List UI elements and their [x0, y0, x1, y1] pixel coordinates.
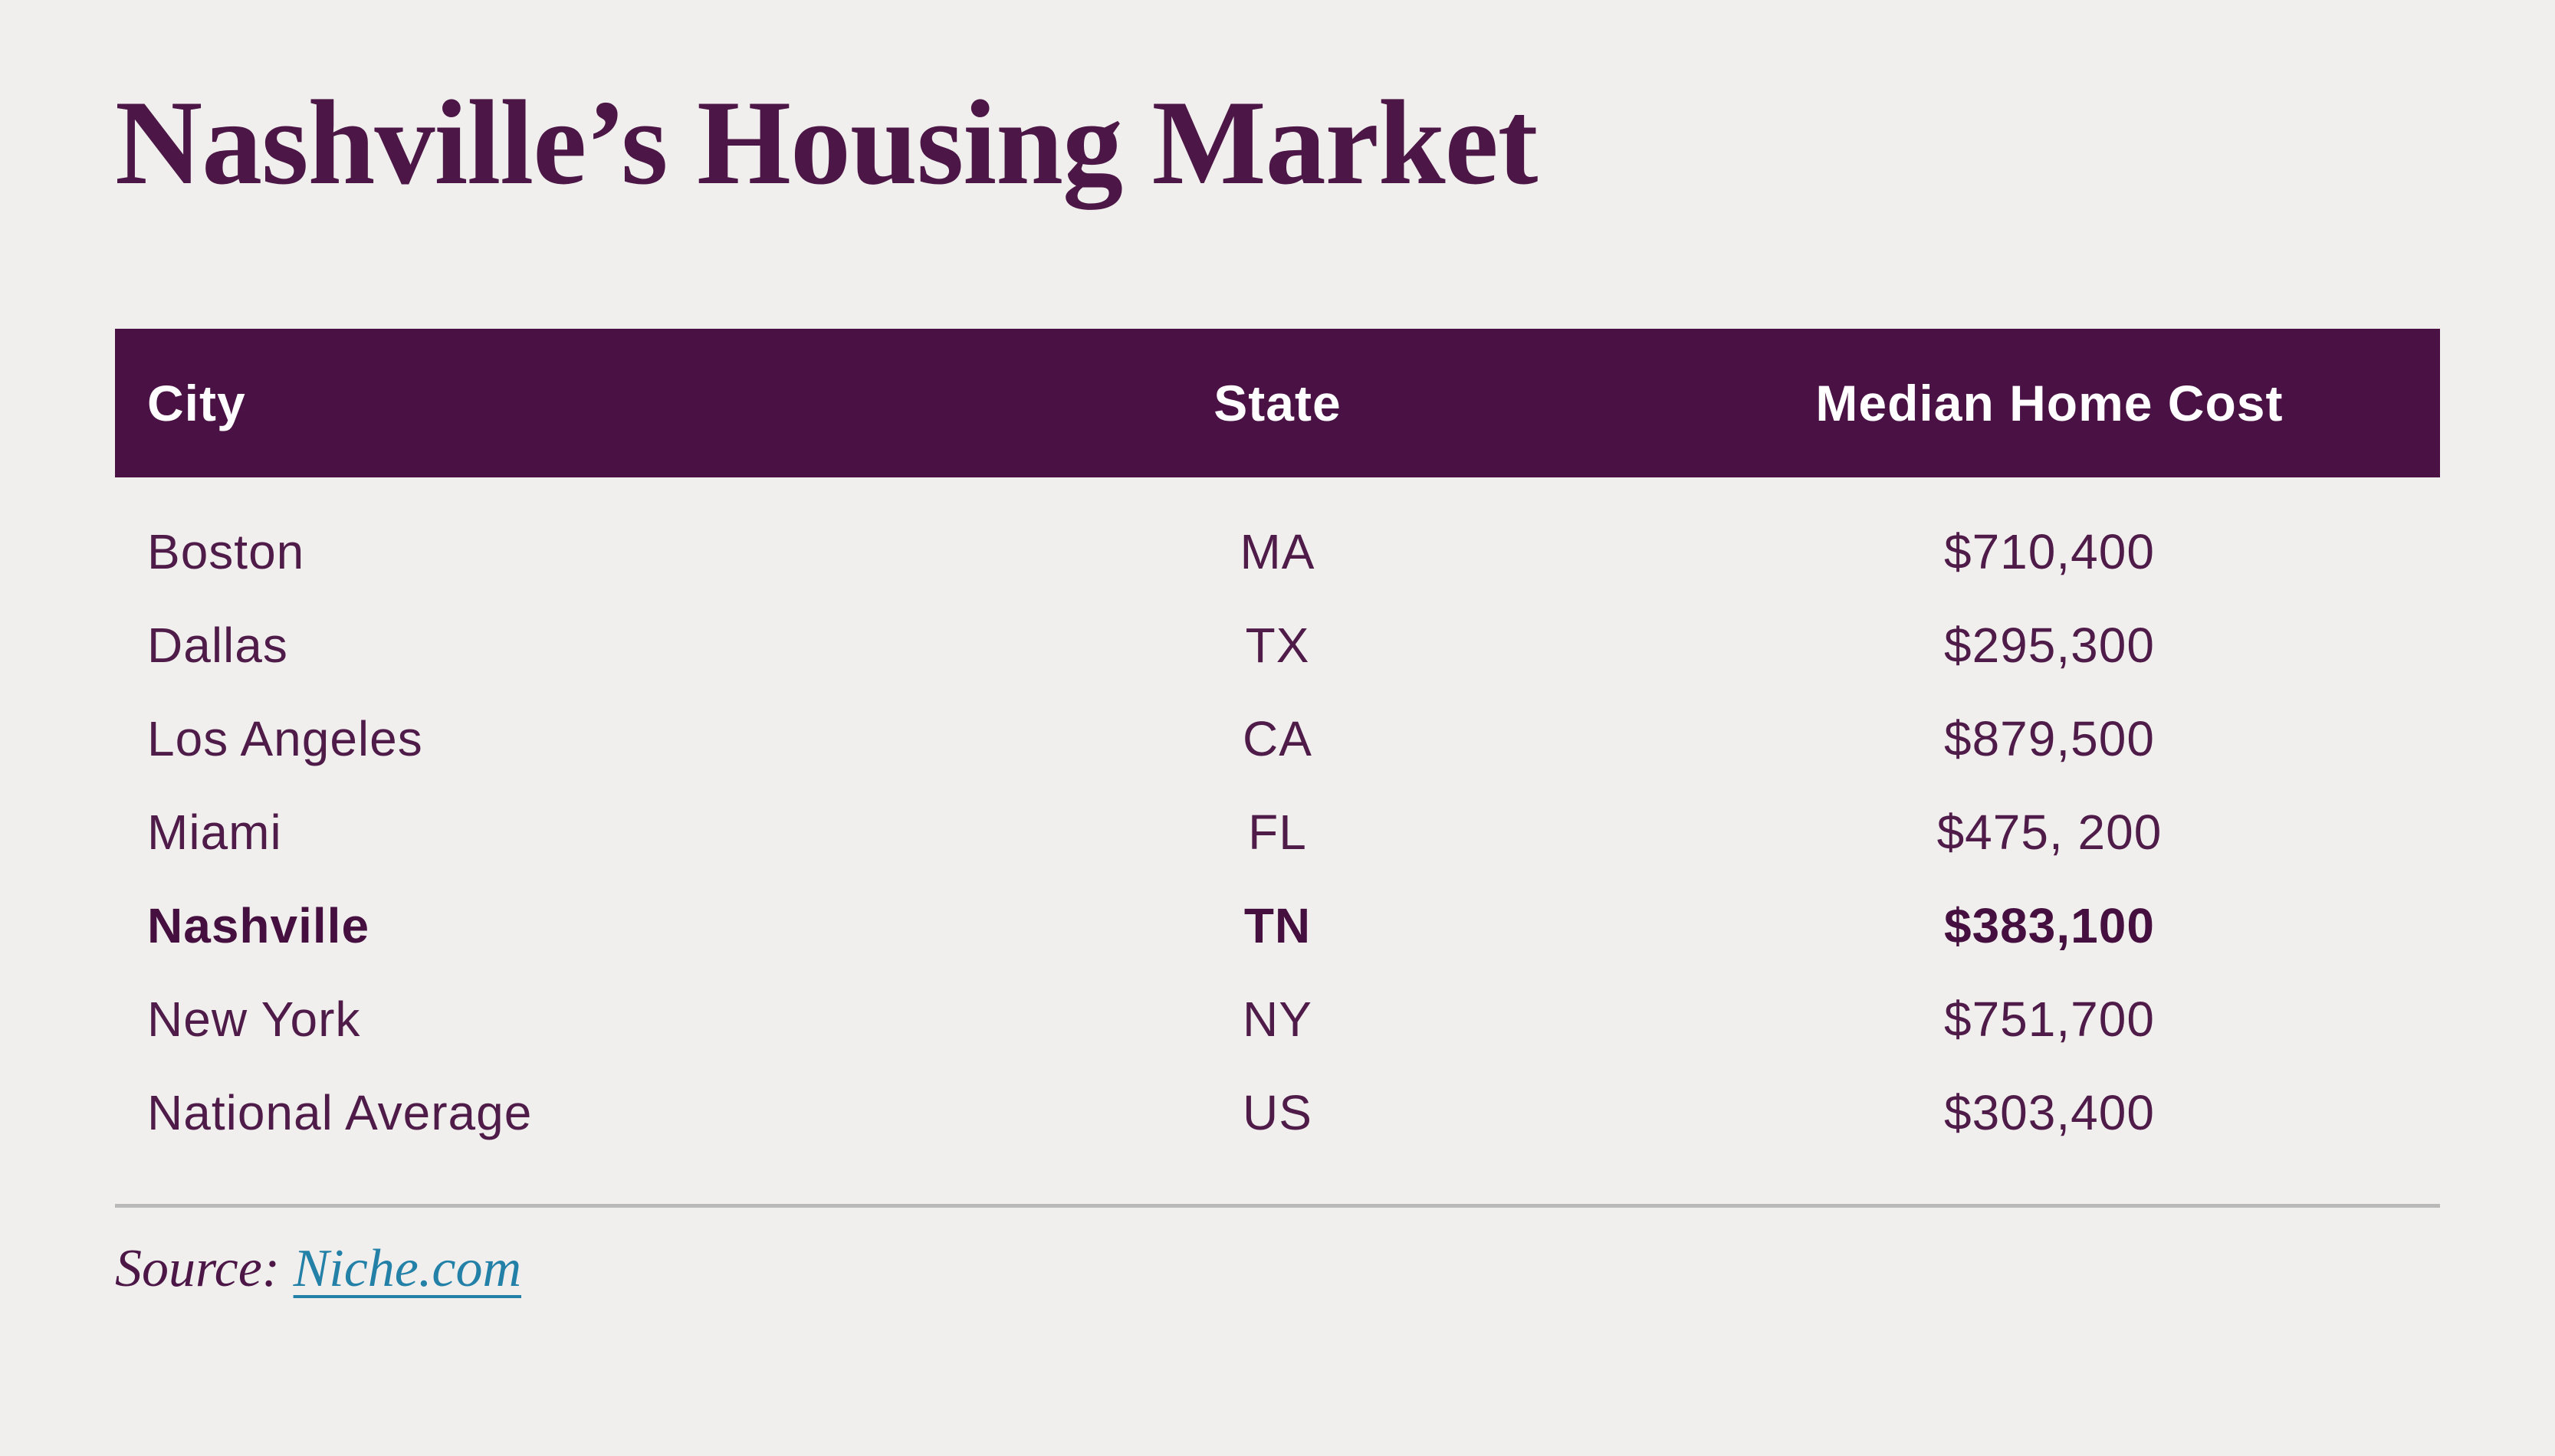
table-header-row: City State Median Home Cost	[115, 328, 2440, 477]
cell-cost: $303,400	[1943, 1084, 2155, 1140]
source-attribution: Source: Niche.com	[115, 1238, 2440, 1300]
cell-cost: $710,400	[1943, 523, 2155, 579]
cell-cost: $751,700	[1943, 991, 2155, 1047]
table-row-los-angeles: Los Angeles CA $879,500	[115, 692, 2440, 785]
table-row-nashville-highlighted: Nashville TN $383,100	[115, 879, 2440, 972]
column-header-median-home-cost: Median Home Cost	[1658, 328, 2440, 477]
cell-cost: $879,500	[1943, 710, 2155, 766]
cell-city: National Average	[147, 1084, 533, 1140]
cell-state: CA	[1243, 710, 1312, 766]
table-row-national-average: National Average US $303,400	[115, 1066, 2440, 1159]
cell-cost: $475, 200	[1936, 804, 2163, 860]
cell-state: MA	[1240, 523, 1315, 579]
cell-city: New York	[147, 991, 361, 1047]
cell-city: Dallas	[147, 617, 288, 673]
page-title: Nashville’s Housing Market	[115, 76, 1538, 210]
cell-state: US	[1243, 1084, 1312, 1140]
cell-state: NY	[1243, 991, 1312, 1047]
cell-city: Nashville	[147, 897, 370, 953]
cell-state: TX	[1245, 617, 1310, 673]
housing-table: City State Median Home Cost Boston MA $7…	[115, 328, 2440, 1159]
cell-state: TN	[1243, 897, 1312, 953]
content-area: Nashville’s Housing Market City State Me…	[115, 67, 2440, 1300]
source-link[interactable]: Niche.com	[293, 1238, 521, 1298]
source-label: Source:	[115, 1238, 281, 1298]
cell-cost: $295,300	[1943, 617, 2155, 673]
horizontal-divider	[115, 1203, 2440, 1208]
cell-city: Miami	[147, 804, 282, 860]
table-row-miami: Miami FL $475, 200	[115, 785, 2440, 879]
cell-city: Los Angeles	[147, 710, 423, 766]
column-header-city: City	[115, 328, 897, 477]
cell-cost: $383,100	[1943, 897, 2155, 953]
table-row-boston: Boston MA $710,400	[115, 477, 2440, 598]
table-row-new-york: New York NY $751,700	[115, 972, 2440, 1066]
column-header-state: State	[896, 328, 1659, 477]
cell-city: Boston	[147, 523, 305, 579]
table-row-dallas: Dallas TX $295,300	[115, 598, 2440, 692]
cell-state: FL	[1248, 804, 1307, 860]
